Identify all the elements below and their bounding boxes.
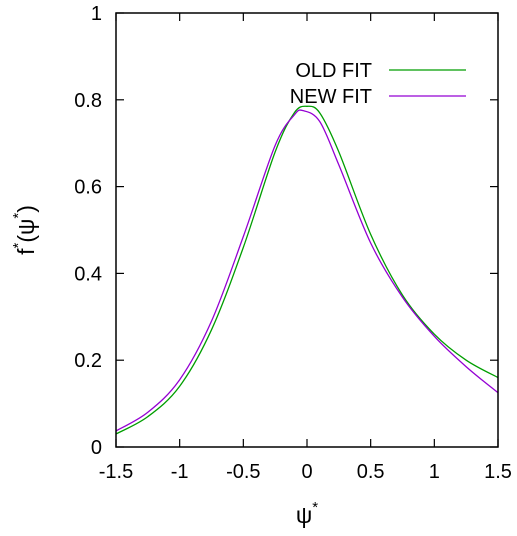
x-tick-label: 1 xyxy=(429,461,440,483)
y-axis-label-open-paren: ( xyxy=(13,235,39,243)
x-tick-label: -1.5 xyxy=(99,461,133,483)
x-axis-label-star: * xyxy=(312,499,318,516)
y-tick-label: 0.6 xyxy=(74,177,102,199)
x-tick-label: -1 xyxy=(171,461,189,483)
y-axis-label-close-paren: ) xyxy=(13,205,39,213)
plot-frame xyxy=(115,12,499,448)
y-axis-label-arg: ψ xyxy=(13,219,39,235)
x-tick-label: 0.5 xyxy=(357,461,385,483)
x-tick-label: 1.5 xyxy=(484,461,512,483)
y-axis-label-star-2: * xyxy=(10,213,27,219)
x-axis-label: ψ* xyxy=(296,499,318,528)
x-axis-label-base: ψ xyxy=(296,502,312,528)
y-tick-label: 0 xyxy=(91,437,102,459)
y-axis-label: f*(ψ*) xyxy=(10,205,39,255)
legend-label-new-fit: NEW FIT xyxy=(290,86,372,108)
y-axis-label-star-1: * xyxy=(10,243,27,249)
series-line-old-fit xyxy=(115,105,499,435)
legend: OLD FIT NEW FIT xyxy=(290,60,466,108)
legend-label-old-fit: OLD FIT xyxy=(295,60,372,82)
y-tick-label: 0.8 xyxy=(74,90,102,112)
y-tick-label: 1 xyxy=(91,3,102,25)
series-lines xyxy=(115,105,499,435)
y-axis-label-func: f xyxy=(13,248,39,255)
series-line-new-fit xyxy=(115,109,499,432)
y-tick-label: 0.2 xyxy=(74,350,102,372)
x-tick-label: -0.5 xyxy=(226,461,260,483)
tick-labels: -1.5 -1 -0.5 0 0.5 1 1.5 0 0.2 0.4 0.6 0.8 1 xyxy=(74,3,512,483)
x-tick-label: 0 xyxy=(301,461,312,483)
y-tick-label: 0.4 xyxy=(74,263,102,285)
